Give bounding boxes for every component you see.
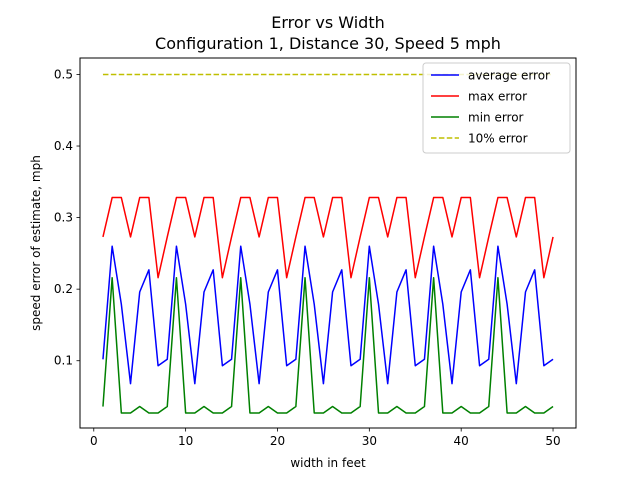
x-axis-label: width in feet [290, 456, 366, 470]
legend-label: average error [468, 69, 550, 83]
y-axis-label: speed error of estimate, mph [29, 155, 43, 331]
series-line-0 [102, 245, 554, 385]
x-tick-label: 10 [178, 434, 193, 448]
y-tick-label: 0.5 [54, 67, 73, 81]
legend-label: min error [468, 111, 524, 125]
y-tick-label: 0.2 [54, 282, 73, 296]
ticks-layer: 0 10 20 30 40 50 0.1 0.2 0.3 0.4 0.5 [54, 67, 561, 448]
legend-label: max error [468, 90, 527, 104]
y-tick-label: 0.3 [54, 211, 73, 225]
series-line-1 [102, 196, 554, 279]
x-tick-label: 0 [90, 434, 98, 448]
chart-subtitle: Configuration 1, Distance 30, Speed 5 mp… [155, 34, 501, 53]
x-tick-label: 40 [454, 434, 469, 448]
x-tick-label: 20 [270, 434, 285, 448]
y-tick-label: 0.4 [54, 139, 73, 153]
plot-area-frame [79, 57, 577, 429]
legend: average error max error min error 10% error [422, 62, 571, 154]
legend-box [422, 62, 571, 154]
x-tick-label: 50 [545, 434, 560, 448]
series-line-2 [102, 276, 554, 414]
legend-label: 10% error [468, 132, 528, 146]
chart-title: Error vs Width [271, 13, 384, 32]
y-tick-label: 0.1 [54, 354, 73, 368]
x-tick-label: 30 [362, 434, 377, 448]
